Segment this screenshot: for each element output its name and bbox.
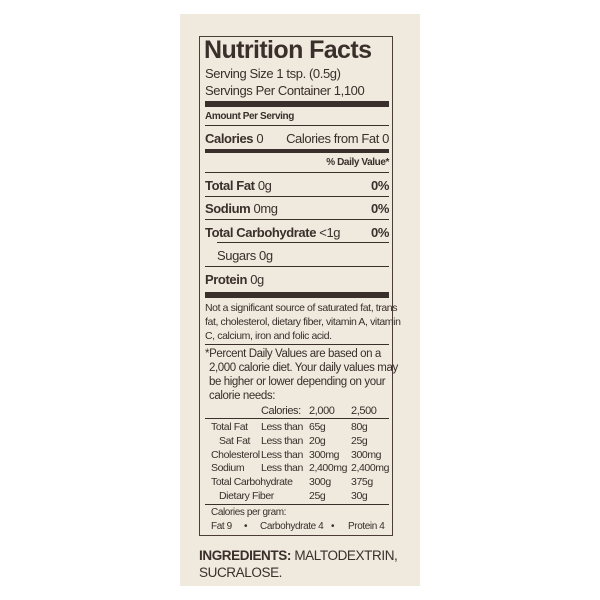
medium-divider — [205, 149, 389, 153]
divider — [217, 242, 389, 243]
dv-table-cell: 25g — [309, 490, 326, 502]
bullet: • — [331, 521, 335, 532]
dv-table-cell: 65g — [309, 421, 326, 433]
divider — [205, 266, 389, 267]
calories-row: Calories 0 Calories from Fat 0 — [205, 131, 389, 146]
divider — [205, 504, 389, 505]
bullet: • — [244, 521, 248, 532]
footnote: *Percent Daily Values are based on a — [205, 348, 381, 360]
nutrient-row-sugars: Sugars 0g — [217, 248, 273, 263]
footnote: calorie needs: — [209, 390, 275, 402]
footnote: be higher or lower depending on your — [209, 376, 386, 388]
ingredients-line2: SUCRALOSE. — [199, 565, 283, 580]
nutrient-row-total-fat: Total Fat 0g 0% — [205, 178, 389, 193]
dv-table-cell: 375g — [351, 476, 373, 489]
divider — [205, 344, 389, 345]
ingredients: INGREDIENTS: MALTODEXTRIN, — [199, 548, 398, 563]
dv-table-cell: Cholesterol — [211, 448, 260, 461]
nutrient-row-protein: Protein 0g — [205, 272, 264, 287]
dv-table-cell: Total Fat — [211, 421, 248, 433]
calories-label: Calories — [205, 131, 254, 146]
dv-table-cell: Less than — [261, 448, 303, 461]
dv-table-cell: Sat Fat — [219, 434, 251, 447]
dv-table-cell: 80g — [351, 421, 368, 433]
dv-table-cell: 2,400mg — [351, 462, 390, 475]
dv-table-cell: Sodium — [211, 462, 245, 475]
cpg-protein: Protein 4 — [348, 521, 385, 532]
serving-size: Serving Size 1 tsp. (0.5g) — [205, 66, 341, 81]
servings-per-container: Servings Per Container 1,100 — [205, 83, 365, 98]
footnote: 2,000 calorie diet. Your daily values ma… — [209, 362, 398, 374]
divider — [205, 418, 389, 419]
package-panel — [180, 14, 420, 586]
title: Nutrition Facts — [204, 36, 372, 64]
cpg-fat: Fat 9 — [211, 521, 232, 532]
dv-table-header: 2,500 — [351, 405, 377, 417]
dv-table-cell: 20g — [309, 434, 326, 447]
dv-table-cell: 300g — [309, 476, 331, 489]
dv-table-cell: 30g — [351, 490, 368, 502]
dv-table-cell: Less than — [261, 421, 303, 433]
dv-table-cell: 300mg — [351, 448, 382, 461]
not-significant-text: C, calcium, iron and folic acid. — [205, 330, 332, 342]
divider — [205, 172, 389, 173]
calories-value: 0 — [256, 131, 264, 146]
thick-divider — [205, 292, 389, 298]
divider — [205, 196, 389, 197]
calories-from-fat: Calories from Fat 0 — [286, 131, 389, 146]
dv-table-header: Calories: — [261, 405, 301, 417]
cpg-carbohydrate: Carbohydrate 4 — [260, 521, 324, 532]
nutrient-row-sodium: Sodium 0mg 0% — [205, 201, 389, 216]
dv-table-cell: Dietary Fiber — [219, 490, 274, 502]
dv-table-header: 2,000 — [309, 405, 335, 417]
dv-table-cell: Less than — [261, 462, 303, 475]
not-significant-text: Not a significant source of saturated fa… — [205, 302, 398, 314]
nutrient-row-total-carbohydrate: Total Carbohydrate <1g 0% — [205, 225, 389, 240]
divider — [205, 125, 389, 126]
calories-per-gram: Calories per gram: — [211, 507, 287, 518]
divider — [205, 219, 389, 220]
dv-table-cell: 2,400mg — [309, 462, 348, 475]
dv-table-cell: Less than — [261, 434, 303, 447]
amount-per-serving: Amount Per Serving — [205, 111, 294, 122]
dv-header: % Daily Value* — [326, 157, 389, 168]
dv-table-cell: 300mg — [309, 448, 340, 461]
thick-divider — [205, 101, 389, 107]
nutrition-facts-label — [199, 36, 393, 536]
dv-table-cell: Total Carbohydrate — [211, 476, 293, 489]
dv-table-cell: 25g — [351, 434, 368, 447]
not-significant-text: fat, cholesterol, dietary fiber, vitamin… — [205, 316, 401, 328]
